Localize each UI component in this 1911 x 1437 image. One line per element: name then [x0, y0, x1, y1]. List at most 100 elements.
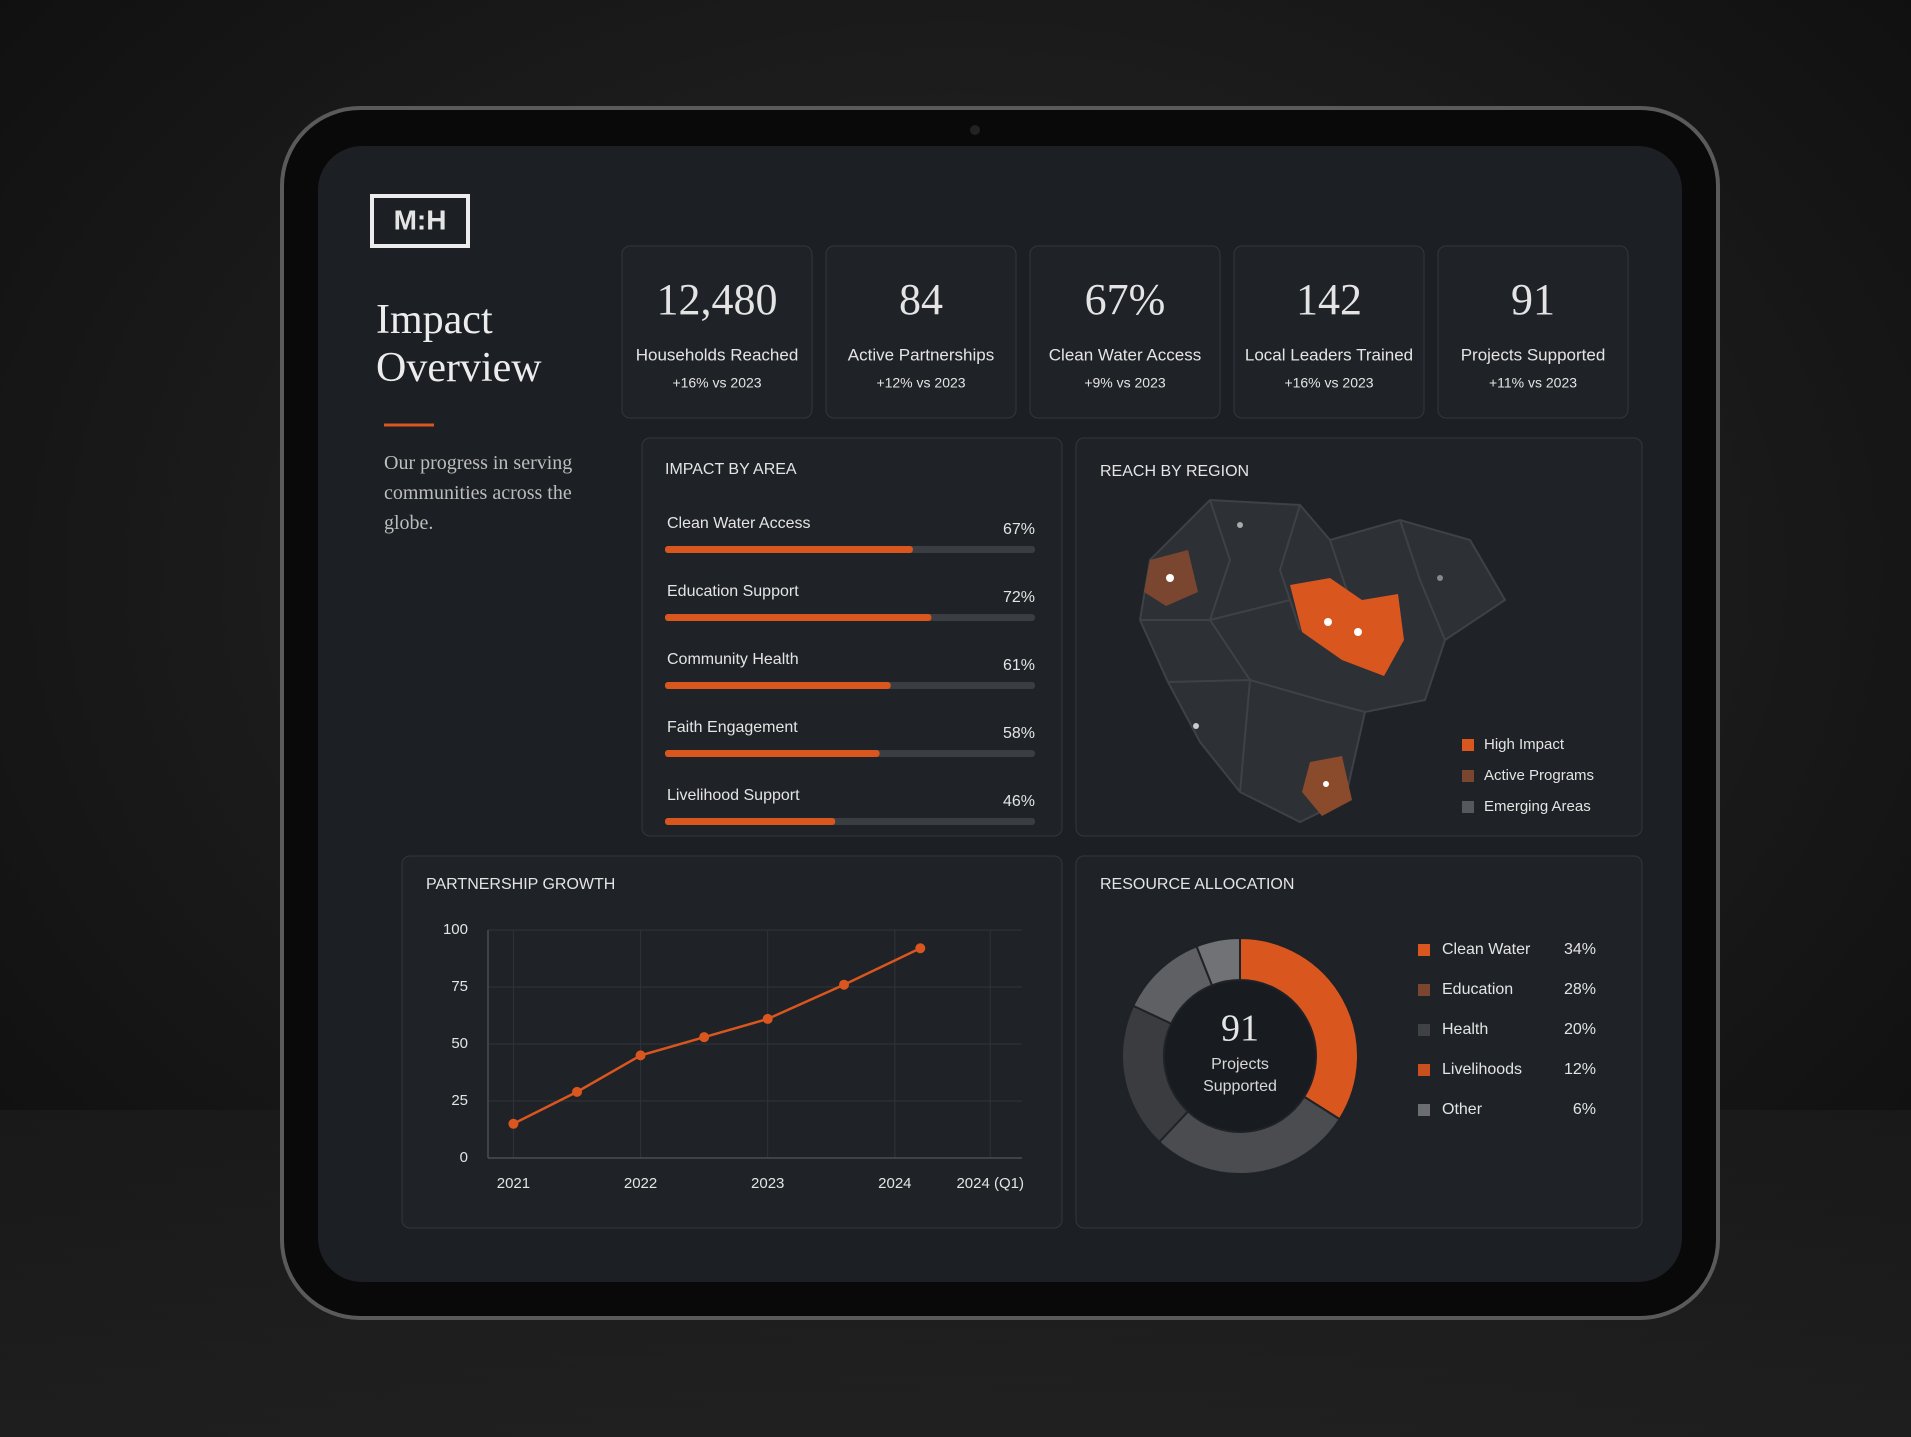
line-point	[572, 1086, 582, 1097]
y-tick-label: 50	[451, 1035, 468, 1052]
kpi-label: Clean Water Access	[1049, 345, 1201, 364]
legend-value: 20%	[1564, 1021, 1596, 1038]
legend-label: High Impact	[1484, 736, 1565, 753]
legend-value: 34%	[1564, 941, 1596, 958]
legend-label: Livelihoods	[1442, 1061, 1522, 1078]
map-dot	[1323, 781, 1329, 787]
bar	[665, 682, 891, 689]
bar-value-label: 46%	[1003, 793, 1035, 810]
map-title: REACH BY REGION	[1100, 463, 1249, 480]
bar-value-label: 67%	[1003, 521, 1035, 538]
kpi-label: Projects Supported	[1461, 345, 1606, 364]
kpi-change: +9% vs 2023	[1084, 375, 1166, 391]
bar-label: Clean Water Access	[667, 515, 810, 532]
bar	[665, 546, 913, 553]
x-tick-label: 2024	[878, 1175, 911, 1192]
x-tick-label: 2021	[497, 1175, 530, 1192]
bar-label: Education Support	[667, 583, 799, 600]
subtitle-box: Our progress in serving communities acro…	[384, 452, 573, 534]
line-point	[508, 1118, 519, 1129]
legend-swatch	[1462, 770, 1474, 782]
map-dot	[1437, 575, 1443, 581]
legend-label: Emerging Areas	[1484, 798, 1591, 815]
page-title: Impact Overview	[376, 297, 542, 391]
legend-swatch	[1418, 1104, 1430, 1116]
donut-center-label: Projects Supported	[1203, 1056, 1277, 1095]
y-tick-label: 100	[443, 921, 468, 938]
line-point	[699, 1032, 710, 1043]
legend-swatch	[1462, 739, 1474, 751]
x-tick-label: 2022	[624, 1175, 657, 1192]
bar-label: Faith Engagement	[667, 719, 798, 736]
donut-hole	[1165, 981, 1315, 1131]
line-point	[762, 1013, 773, 1024]
kpi-change: +12% vs 2023	[876, 375, 965, 391]
bar	[665, 614, 932, 621]
kpi-change: +11% vs 2023	[1489, 375, 1577, 391]
donut-segment	[1239, 936, 1359, 1121]
legend-value: 12%	[1564, 1061, 1596, 1078]
kpi-card	[1029, 245, 1221, 419]
map-base	[1138, 498, 1507, 824]
kpi-label: Households Reached	[636, 345, 799, 364]
title-box: Impact Overview	[376, 297, 542, 391]
legend-swatch	[1462, 801, 1474, 813]
growth-panel	[401, 855, 1063, 1229]
legend-value: 6%	[1573, 1101, 1596, 1118]
legend-label: Health	[1442, 1021, 1488, 1038]
legend-label: Active Programs	[1484, 767, 1594, 784]
kpi-value: 12,480	[657, 275, 778, 324]
y-tick-label: 0	[460, 1149, 468, 1166]
kpi-value: 142	[1296, 275, 1362, 324]
kpi-change: +16% vs 2023	[1284, 375, 1373, 391]
logo-box	[370, 194, 470, 248]
camera	[970, 125, 980, 135]
x-tick-label: 2023	[751, 1175, 784, 1192]
line-point	[915, 943, 926, 954]
bar-value-label: 72%	[1003, 589, 1035, 606]
bar	[665, 750, 880, 757]
logo: M:H	[394, 204, 447, 235]
map-borders	[1140, 499, 1446, 793]
kpi-card	[1437, 245, 1629, 419]
donut-segment	[1195, 936, 1241, 987]
map-dot	[1193, 723, 1199, 729]
chart-title: PARTNERSHIP GROWTH	[426, 876, 615, 893]
kpi-value: 67%	[1085, 275, 1166, 324]
bar-value-label: 58%	[1003, 725, 1035, 742]
legend-label: Education	[1442, 981, 1513, 998]
map-dot	[1324, 618, 1332, 626]
legend-swatch	[1418, 1024, 1430, 1036]
kpi-change: +16% vs 2023	[672, 375, 761, 391]
legend-swatch	[1418, 984, 1430, 996]
chart-title: RESOURCE ALLOCATION	[1100, 876, 1294, 893]
page-subtitle: Our progress in serving communities acro…	[384, 452, 573, 534]
kpi-value: 91	[1511, 275, 1555, 324]
bar-label: Livelihood Support	[667, 787, 800, 804]
map-dot	[1166, 574, 1174, 582]
kpi-label: Active Partnerships	[848, 345, 994, 364]
legend-value: 28%	[1564, 981, 1596, 998]
map-region-high	[1290, 578, 1404, 676]
legend-swatch	[1418, 944, 1430, 956]
kpi-value: 84	[899, 275, 943, 324]
kpi-card	[825, 245, 1017, 419]
chart-title: IMPACT BY AREA	[665, 461, 797, 478]
legend-swatch	[1418, 1064, 1430, 1076]
bar-label: Community Health	[667, 651, 799, 668]
map-dot	[1354, 628, 1362, 636]
line-point	[839, 979, 849, 990]
y-tick-label: 75	[451, 978, 468, 995]
kpi-card	[621, 245, 813, 419]
x-tick-label: 2024 (Q1)	[956, 1175, 1024, 1192]
map-dot	[1237, 522, 1243, 528]
region-map	[1138, 498, 1507, 824]
line-point	[635, 1050, 646, 1061]
bar	[665, 818, 836, 825]
legend-label: Clean Water	[1442, 941, 1531, 958]
kpi-label: Local Leaders Trained	[1245, 345, 1413, 364]
y-tick-label: 25	[451, 1092, 468, 1109]
donut-center-box: Projects Supported	[1203, 1056, 1277, 1095]
kpi-card	[1233, 245, 1425, 419]
